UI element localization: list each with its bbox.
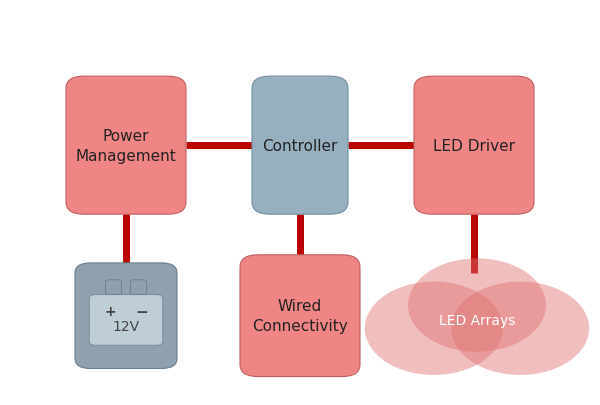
Circle shape (365, 282, 503, 375)
FancyBboxPatch shape (66, 77, 186, 215)
Text: Controller: Controller (262, 139, 338, 153)
Text: Wired
Connectivity: Wired Connectivity (252, 298, 348, 333)
FancyBboxPatch shape (240, 255, 360, 377)
Circle shape (451, 282, 589, 375)
FancyBboxPatch shape (89, 295, 163, 345)
FancyBboxPatch shape (106, 280, 122, 295)
Text: LED Driver: LED Driver (433, 139, 515, 153)
Text: Power
Management: Power Management (76, 128, 176, 163)
Text: 12V: 12V (112, 320, 140, 333)
Circle shape (408, 259, 546, 352)
FancyBboxPatch shape (130, 280, 146, 295)
FancyBboxPatch shape (414, 77, 534, 215)
Text: −: − (136, 304, 149, 319)
FancyBboxPatch shape (75, 263, 177, 369)
Text: LED Arrays: LED Arrays (439, 313, 515, 327)
FancyBboxPatch shape (252, 77, 348, 215)
Text: +: + (104, 305, 116, 319)
